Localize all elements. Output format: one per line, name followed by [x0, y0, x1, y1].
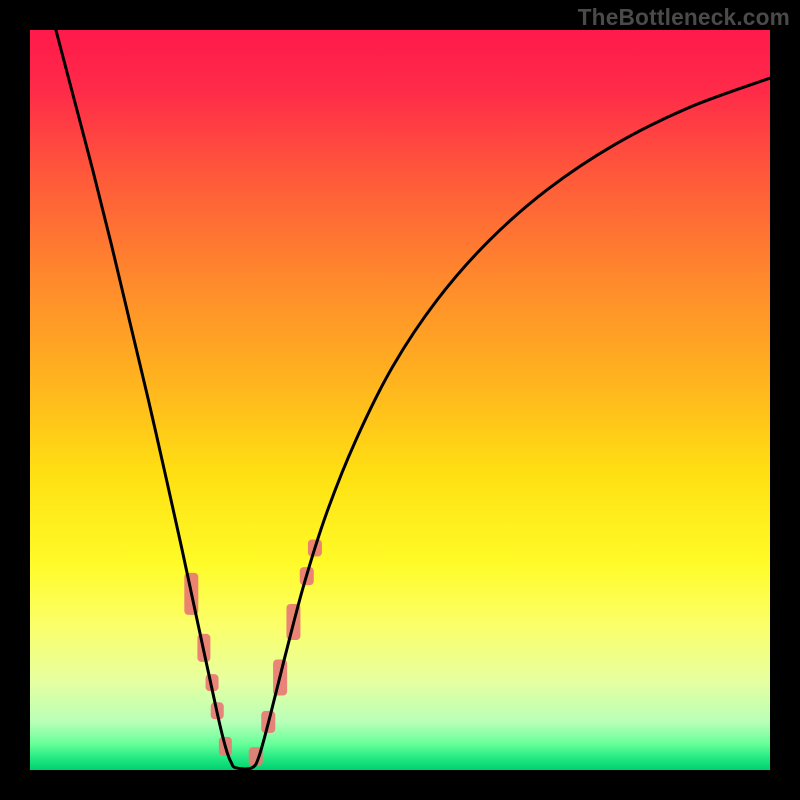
curve-layer: [30, 30, 770, 770]
stage: TheBottleneck.com: [0, 0, 800, 800]
bottleneck-curve: [56, 30, 770, 769]
plot-area: [30, 30, 770, 770]
watermark-text: TheBottleneck.com: [578, 4, 790, 31]
